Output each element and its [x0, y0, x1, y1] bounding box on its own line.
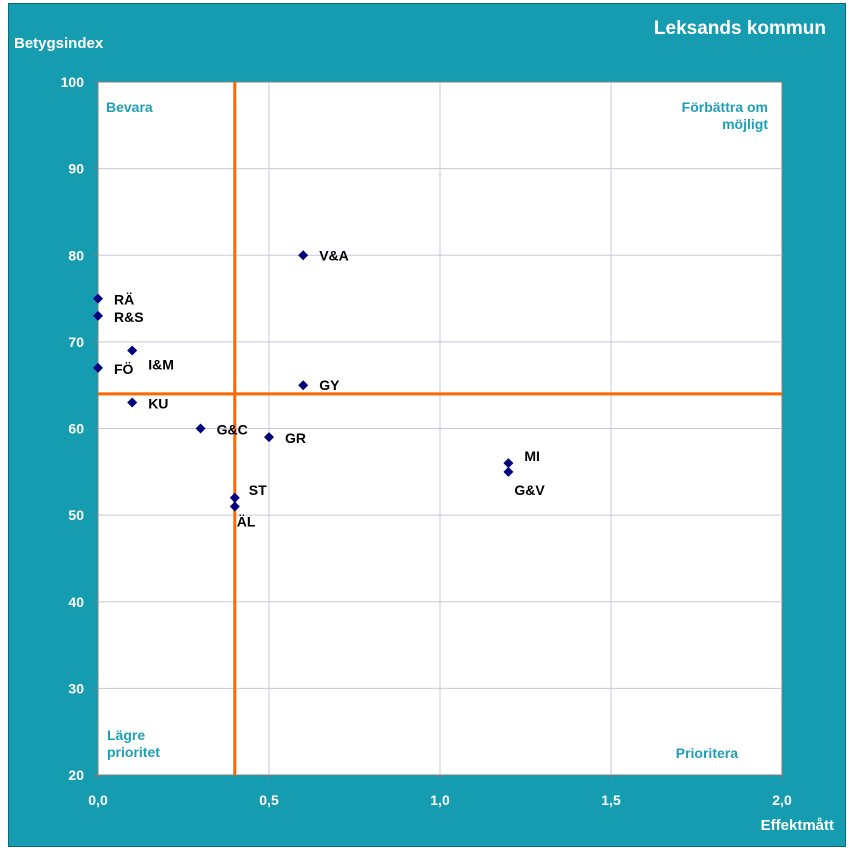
data-point-label: ÄL — [237, 513, 256, 529]
data-point-label: ST — [249, 482, 267, 498]
data-point — [93, 362, 103, 373]
x-tick-label: 1,0 — [430, 792, 450, 808]
y-tick-label: 20 — [68, 767, 84, 783]
y-axis-title: Betygsindex — [14, 35, 104, 52]
data-point — [195, 423, 206, 434]
data-point-label: GY — [319, 377, 340, 393]
y-tick-label: 40 — [68, 594, 84, 610]
data-point-label: G&C — [217, 422, 248, 438]
y-tick-label: 60 — [68, 421, 84, 437]
quadrant-label-bottom-left: Lägre — [107, 727, 145, 743]
data-point-label: G&V — [514, 482, 545, 498]
data-point-label: R&S — [114, 309, 144, 325]
y-tick-label: 90 — [68, 161, 84, 177]
y-tick-label: 30 — [68, 680, 84, 696]
y-tick-label: 50 — [68, 507, 84, 523]
data-point — [127, 345, 138, 356]
x-tick-label: 0,0 — [88, 792, 108, 808]
quadrant-label-top-right: Förbättra om — [682, 99, 768, 115]
y-tick-label: 70 — [68, 334, 84, 350]
x-axis-title: Effektmått — [760, 817, 834, 834]
data-point-label: I&M — [148, 357, 174, 373]
x-tick-label: 0,5 — [259, 792, 279, 808]
data-point — [298, 250, 309, 261]
data-point — [93, 310, 103, 321]
data-point-label: RÄ — [114, 292, 134, 308]
data-point — [229, 492, 240, 503]
chart-title: Leksands kommun — [653, 18, 826, 39]
data-point — [503, 458, 514, 469]
data-point — [503, 466, 514, 477]
data-point — [127, 397, 138, 408]
x-tick-label: 1,5 — [601, 792, 621, 808]
data-point — [229, 501, 240, 512]
y-tick-label: 100 — [61, 74, 85, 90]
quadrant-label-top-right: möjligt — [722, 116, 768, 132]
quadrant-label-bottom-left: prioritet — [107, 744, 160, 760]
data-point-label: GR — [285, 430, 306, 446]
quadrant-label-top-left: Bevara — [106, 99, 153, 115]
data-point-label: MI — [524, 448, 540, 464]
data-point — [264, 432, 274, 443]
data-point — [93, 293, 103, 304]
data-point — [298, 380, 309, 391]
x-tick-label: 2,0 — [772, 792, 792, 808]
quadrant-label-bottom-right: Prioritera — [676, 745, 738, 761]
data-point-label: FÖ — [114, 361, 134, 377]
data-point-label: KU — [148, 396, 168, 412]
y-tick-label: 80 — [68, 247, 84, 263]
data-point-label: V&A — [319, 247, 349, 263]
